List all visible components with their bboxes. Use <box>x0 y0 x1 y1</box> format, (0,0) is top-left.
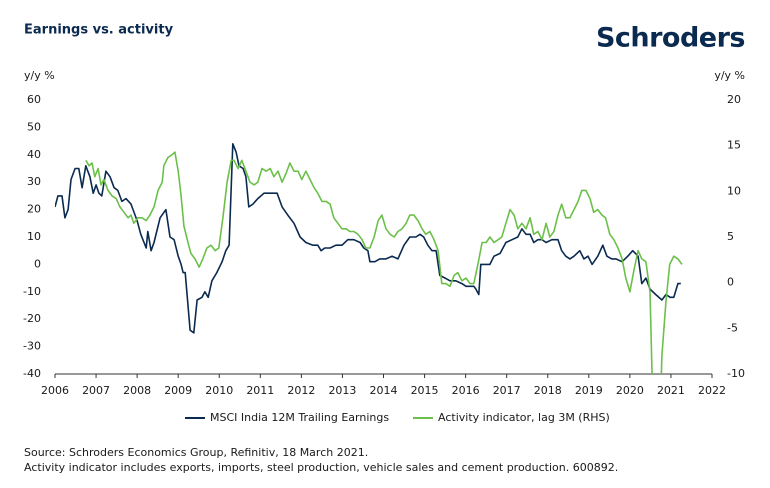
y-tick-label: 0 <box>34 257 41 270</box>
y2-tick-label: 10 <box>727 184 741 197</box>
chart-title: Earnings vs. activity <box>24 23 174 38</box>
y-tick-label: 20 <box>27 203 41 216</box>
x-tick-label: 2012 <box>287 384 315 397</box>
y-tick-label: -10 <box>23 285 41 298</box>
y-tick-label: 10 <box>27 230 41 243</box>
y-tick-label: -40 <box>23 367 41 380</box>
x-tick-label: 2008 <box>123 384 151 397</box>
series-line <box>85 151 683 374</box>
x-tick-label: 2009 <box>164 384 192 397</box>
y-tick-label: 30 <box>27 175 41 188</box>
y-tick-label: -20 <box>23 312 41 325</box>
legend-label: Activity indicator, lag 3M (RHS) <box>438 411 610 424</box>
source-note: Activity indicator includes exports, imp… <box>24 461 618 474</box>
x-tick-label: 2016 <box>452 384 480 397</box>
y2-tick-label: 0 <box>727 276 734 289</box>
x-tick-label: 2015 <box>411 384 439 397</box>
y-tick-label: 60 <box>27 93 41 106</box>
x-tick-label: 2019 <box>575 384 603 397</box>
x-tick-label: 2010 <box>205 384 233 397</box>
series-line <box>55 143 681 334</box>
y2-tick-label: 5 <box>727 230 734 243</box>
x-tick-label: 2021 <box>657 384 685 397</box>
y2-tick-label: 20 <box>727 93 741 106</box>
x-tick-label: 2013 <box>328 384 356 397</box>
x-tick-label: 2014 <box>370 384 398 397</box>
source-note: Source: Schroders Economics Group, Refin… <box>24 446 368 459</box>
x-tick-label: 2007 <box>82 384 110 397</box>
y2-axis-label: y/y % <box>714 69 745 82</box>
y-tick-label: 50 <box>27 120 41 133</box>
x-tick-label: 2017 <box>493 384 521 397</box>
y2-tick-label: -10 <box>727 367 745 380</box>
x-tick-label: 2011 <box>246 384 274 397</box>
y2-tick-label: -5 <box>727 321 738 334</box>
logo: Schroders <box>596 23 745 54</box>
x-tick-label: 2020 <box>616 384 644 397</box>
x-tick-label: 2018 <box>534 384 562 397</box>
y-tick-label: -30 <box>23 340 41 353</box>
y-axis-label: y/y % <box>24 69 55 82</box>
x-tick-label: 2022 <box>698 384 726 397</box>
plot-area <box>55 143 683 374</box>
legend-label: MSCI India 12M Trailing Earnings <box>210 411 389 424</box>
y-tick-label: 40 <box>27 148 41 161</box>
y2-tick-label: 15 <box>727 139 741 152</box>
x-tick-label: 2006 <box>41 384 69 397</box>
